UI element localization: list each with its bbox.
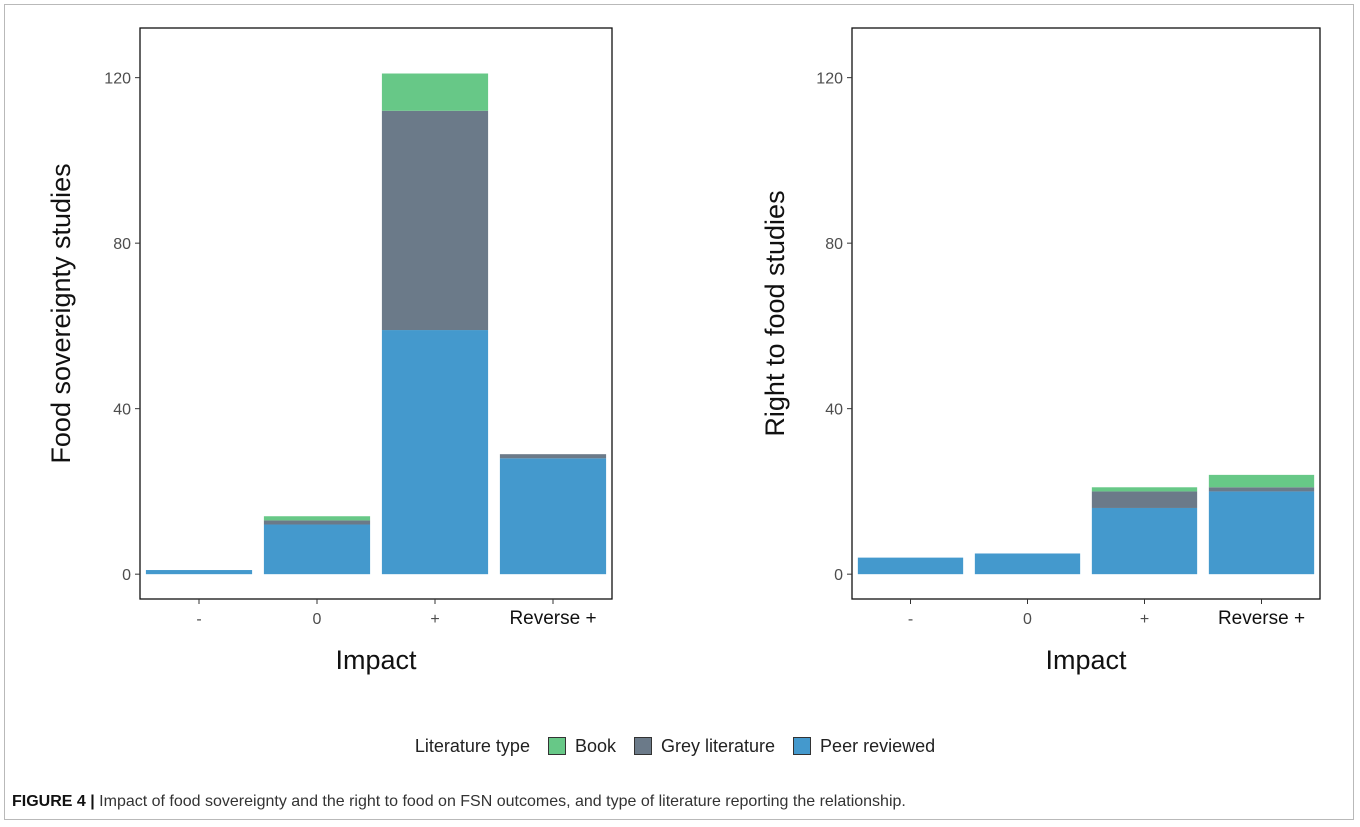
chart2-panel-border [851,27,1321,600]
chart1-x-axis-label: Impact [335,645,417,675]
figure-caption-text: Impact of food sovereignty and the right… [94,793,906,810]
chart1-ytick-label-0: 0 [122,567,131,584]
chart2-bar-minus-peer-reviewed [857,557,964,575]
chart1-bar-reverse-peer-reviewed [499,458,607,575]
chart2-xtick-label-plus: + [1140,611,1149,628]
chart2-bar-reverse-book [1208,474,1315,488]
chart2-xtick-label-minus: - [908,611,913,628]
chart2-bar-plus-book [1091,487,1198,492]
legend-swatch-grey-literature [634,737,652,755]
chart-right-to-food: 0 40 80 120 - 0 + Reverse + Impact Right to food … [760,27,1321,675]
chart1-ytick-label-40: 40 [113,402,131,419]
chart2-ytick-label-40: 40 [825,402,843,419]
chart1-panel-border [139,27,613,600]
legend-swatch-book [547,737,566,755]
chart2-bar-reverse-grey-literature [1208,487,1315,492]
legend-item-peer-reviewed: Peer reviewed [793,736,935,757]
chart1-bar-zero-peer-reviewed [263,524,371,575]
chart1-xtick-label-zero: 0 [313,611,322,628]
legend-label-peer-reviewed: Peer reviewed [820,735,936,756]
chart1-bar-plus-peer-reviewed [381,330,489,575]
chart2-bar-plus-peer-reviewed [1091,507,1198,575]
chart2-bar-reverse-peer-reviewed [1208,491,1315,575]
legend-item-grey-literature: Grey literature [634,736,775,757]
chart1-xtick-label-reverse: Reverse + [509,608,596,629]
legend-label-grey-literature: Grey literature [661,735,776,756]
chart1-y-axis-label: Food sovereignty studies [46,163,76,463]
chart1-bar-minus-peer-reviewed [145,570,253,575]
chart1-bar-zero-book [263,516,371,521]
legend-title: Literature type [414,735,530,756]
chart1-xtick-label-minus: - [196,611,201,628]
chart1-bar-reverse-grey-literature [499,454,607,459]
chart2-y-axis-label: Right to food studies [760,190,790,436]
chart1-bar-plus-book [381,73,489,111]
chart2-xtick-label-zero: 0 [1023,611,1032,628]
chart2-bar-plus-grey-literature [1091,491,1198,508]
chart1-ytick-label-120: 120 [104,71,131,88]
chart2-ytick-label-120: 120 [816,71,843,88]
chart2-xtick-label-reverse: Reverse + [1218,608,1305,629]
chart2-bar-zero-peer-reviewed [974,553,1081,575]
legend-item-book: Book [547,735,616,757]
figure-frame [4,4,1354,820]
legend-label-book: Book [574,735,616,756]
chart-food-sovereignty: 0 40 80 120 - 0 + Reverse + Impact Food sovereign… [46,27,613,675]
figure-caption-label: FIGURE 4 | [12,793,95,810]
chart2-ytick-label-80: 80 [825,236,843,253]
chart1-bar-zero-grey-literature [263,520,371,525]
figure-caption: FIGURE 4 | Impact of food sovereignty an… [12,793,906,811]
chart2-ytick-label-0: 0 [834,567,843,584]
chart1-ytick-label-80: 80 [113,236,131,253]
legend-swatch-peer-reviewed [793,737,812,755]
chart1-xtick-label-plus: + [430,611,439,628]
chart2-x-axis-label: Impact [1045,645,1127,675]
chart1-bar-plus-grey-literature [381,110,489,331]
legend: Literature type Book Grey literature Pee… [0,733,1360,759]
